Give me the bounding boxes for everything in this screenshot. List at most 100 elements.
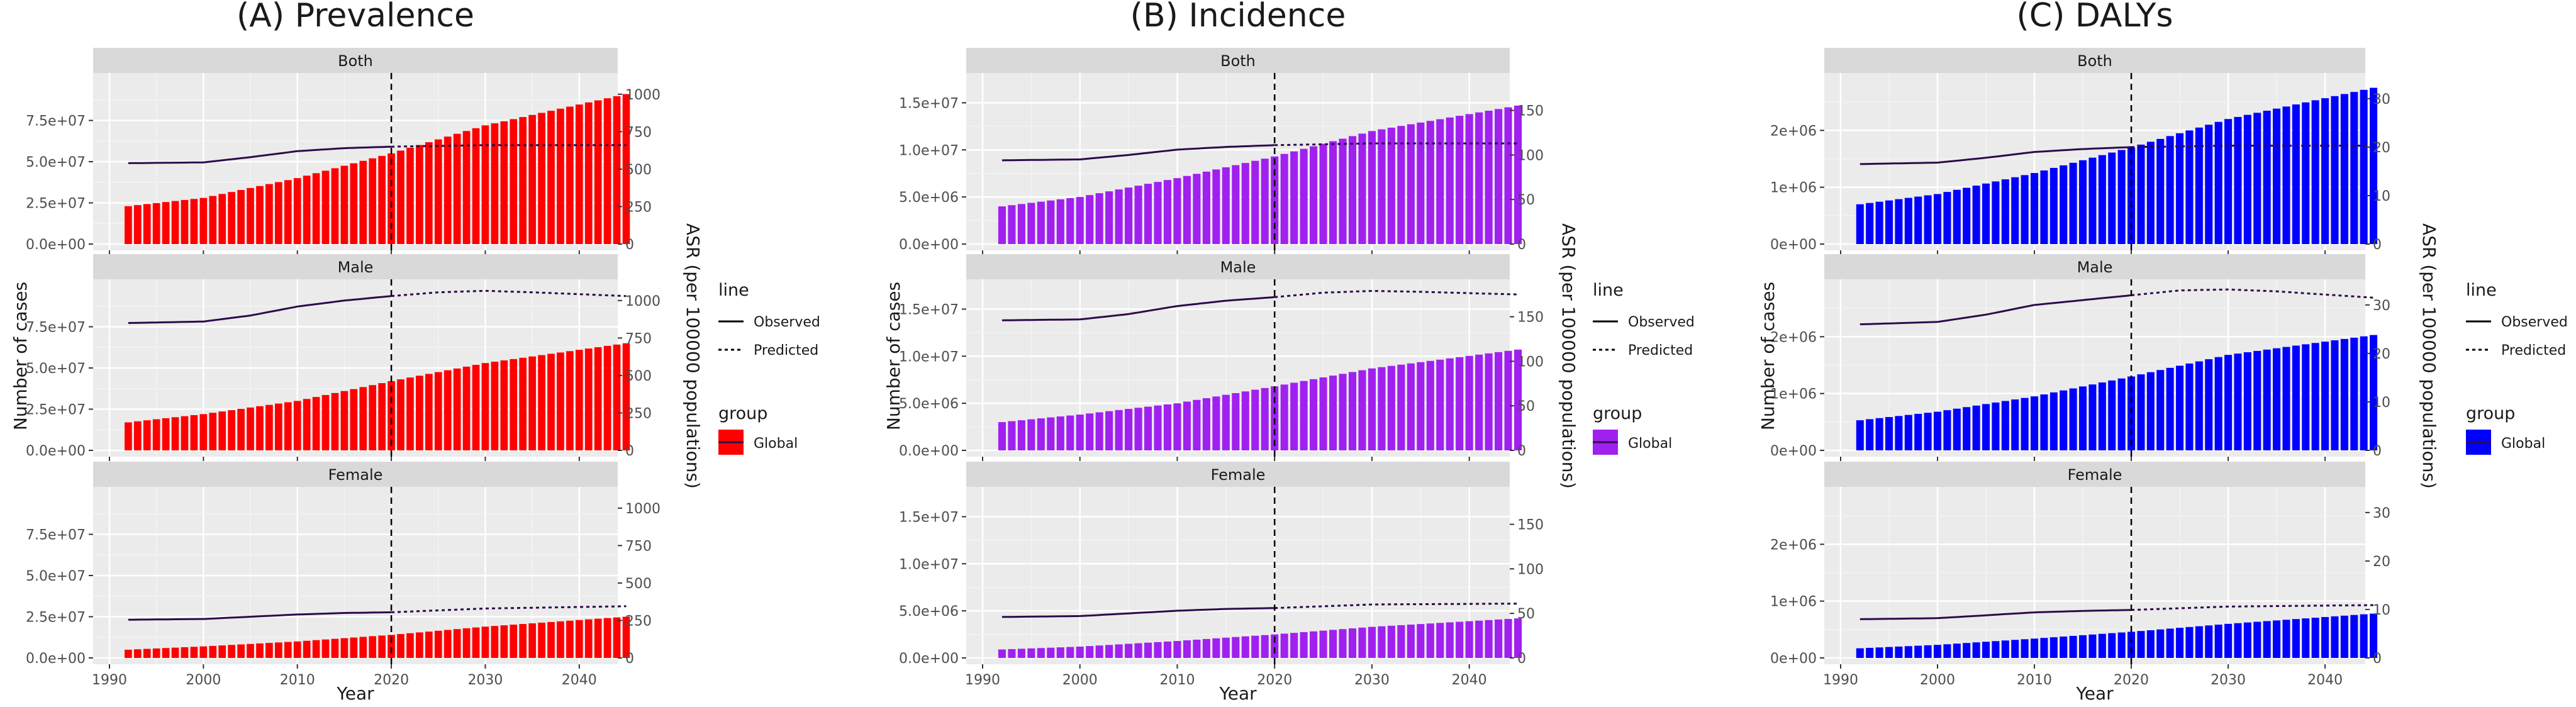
bar-1997 xyxy=(1904,415,1912,450)
bar-2028 xyxy=(462,628,471,658)
bar-1997 xyxy=(1047,647,1055,658)
bar-1997 xyxy=(171,647,179,658)
legend-group-title: group xyxy=(718,404,767,423)
bar-2015 xyxy=(2079,635,2087,658)
bar-2019 xyxy=(1261,387,1269,450)
asr-observed-line xyxy=(128,295,392,324)
bar-2011 xyxy=(2040,394,2048,450)
bar-2043 xyxy=(603,98,611,244)
facet-strip xyxy=(966,462,1510,487)
bar-2013 xyxy=(1202,171,1210,244)
bar-2008 xyxy=(275,403,282,450)
y2-tick-label: 20 xyxy=(2373,347,2390,362)
y2-tick-label: 30 xyxy=(2373,92,2390,108)
bar-2014 xyxy=(2069,635,2077,658)
bar-2016 xyxy=(350,637,358,658)
bar-2026 xyxy=(2185,626,2194,658)
bar-2014 xyxy=(331,168,339,244)
y2-tick-label: 150 xyxy=(1517,518,1544,533)
bar-2016 xyxy=(1232,165,1240,244)
y2-tick-label: 750 xyxy=(625,331,652,347)
bar-2016 xyxy=(350,163,358,244)
bar-2012 xyxy=(2049,392,2058,450)
bar-2037 xyxy=(2292,345,2300,450)
bar-1992 xyxy=(125,206,132,244)
legend-line-title: line xyxy=(2466,281,2497,300)
y2-tick-label: 0 xyxy=(2373,651,2382,667)
y2-tick-label: 50 xyxy=(1517,399,1535,415)
bar-2017 xyxy=(2098,155,2106,244)
bar-2024 xyxy=(2166,628,2174,658)
bar-1998 xyxy=(181,647,189,658)
y-tick-label: 2e+06 xyxy=(1770,330,1817,345)
bar-2026 xyxy=(1329,630,1337,658)
bar-1995 xyxy=(152,648,160,658)
bar-2034 xyxy=(1407,124,1415,244)
bar-1994 xyxy=(1875,418,1883,450)
y2-tick-label: 0 xyxy=(2373,443,2382,459)
bar-2023 xyxy=(2156,370,2165,450)
bar-2006 xyxy=(256,406,264,450)
panel-title: (C) DALYs xyxy=(2016,0,2173,35)
bar-2037 xyxy=(2292,619,2300,658)
bar-2035 xyxy=(528,356,536,450)
bar-2001 xyxy=(209,413,217,450)
bar-2013 xyxy=(2060,637,2068,658)
bar-2030 xyxy=(1368,626,1376,658)
bar-2019 xyxy=(1261,159,1269,244)
bar-2017 xyxy=(1241,636,1249,658)
bar-2008 xyxy=(1154,642,1162,658)
bar-1995 xyxy=(1885,647,1893,658)
bar-2022 xyxy=(2146,372,2155,450)
y-tick-label: 1e+06 xyxy=(1770,594,1817,610)
bar-2001 xyxy=(1943,410,1951,450)
y2-tick-label: 50 xyxy=(1517,606,1535,622)
bar-2045 xyxy=(1514,105,1522,244)
bar-2017 xyxy=(359,387,367,450)
x-tick-label: 2040 xyxy=(562,672,597,688)
x-tick-label: 2030 xyxy=(2211,672,2246,688)
bar-2016 xyxy=(1232,392,1240,450)
y2-tick-label: 750 xyxy=(625,538,652,554)
bar-2028 xyxy=(2205,125,2213,244)
bar-2007 xyxy=(265,184,273,244)
bar-2018 xyxy=(369,158,377,244)
bar-2010 xyxy=(2031,396,2039,450)
x-axis-title: Year xyxy=(2075,683,2114,704)
x-tick-label: 2030 xyxy=(467,672,503,688)
bar-2007 xyxy=(2001,640,2009,658)
bar-2013 xyxy=(321,394,330,450)
bar-2033 xyxy=(510,119,518,244)
bar-2013 xyxy=(2060,165,2068,244)
y-tick-label: 1e+06 xyxy=(1770,387,1817,403)
facet-strip-label: Female xyxy=(2068,466,2122,484)
bar-2000 xyxy=(1934,411,1942,450)
bar-2027 xyxy=(2195,361,2203,450)
bar-1998 xyxy=(1056,647,1064,658)
bar-2037 xyxy=(1436,119,1444,244)
bar-1996 xyxy=(1895,416,1903,450)
bar-2012 xyxy=(2049,167,2058,244)
bar-2037 xyxy=(547,111,555,244)
bar-2017 xyxy=(359,160,367,244)
bar-1997 xyxy=(1904,198,1912,244)
facet-strip-label: Male xyxy=(2077,259,2113,276)
y2-tick-label: 50 xyxy=(1517,192,1535,208)
y2-axis-title: ASR (per 100000 populations) xyxy=(683,223,703,489)
legend: line Observed Predicted group Global xyxy=(718,281,820,455)
bar-1997 xyxy=(171,417,179,450)
bar-2039 xyxy=(566,351,574,450)
bar-2032 xyxy=(2243,352,2251,450)
bar-2003 xyxy=(228,192,235,244)
bar-2024 xyxy=(425,632,433,658)
bar-2045 xyxy=(2370,613,2378,658)
asr-observed-line xyxy=(128,145,392,164)
bar-2029 xyxy=(1358,370,1366,450)
facet-strip xyxy=(1824,48,2365,73)
bar-2024 xyxy=(425,374,433,450)
y2-tick-label: 30 xyxy=(2373,506,2390,521)
bar-1993 xyxy=(1008,649,1016,658)
bar-2012 xyxy=(1193,174,1201,244)
bar-1994 xyxy=(1875,201,1883,244)
bar-1993 xyxy=(1008,421,1016,450)
